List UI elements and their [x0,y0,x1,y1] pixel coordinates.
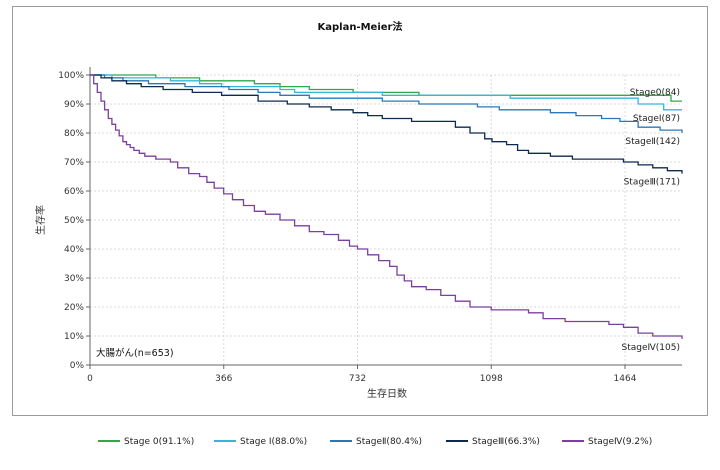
cohort-annotation: 大腸がん(n=653) [96,347,174,359]
x-tick-label: 366 [215,374,232,384]
x-axis-title: 生存日数 [367,387,407,400]
legend-label-0: Stage 0(91.1%) [124,437,194,447]
y-tick-label: 80% [64,129,84,139]
y-tick-label: 20% [64,303,84,313]
end-label-2: StageⅡ(142) [625,137,680,147]
end-labels: Stage0(84) StageⅠ(87) StageⅡ(142) StageⅢ(17… [621,88,680,353]
end-label-3: StageⅢ(171) [624,178,680,188]
x-tick-label: 732 [349,374,366,384]
end-label-1: StageⅠ(87) [633,114,680,124]
survival-curve-4 [90,74,683,339]
survival-curve-0 [90,74,682,102]
y-tick-label: 30% [64,274,84,284]
y-tick-label: 40% [64,245,84,255]
y-tick-label: 100% [58,71,84,81]
legend-label-4: StageⅣ(9.2%) [588,437,652,447]
survival-curve-1 [90,74,682,111]
y-tick-label: 60% [64,187,84,197]
x-tick-label: 1464 [614,374,637,384]
x-tick-label: 1098 [480,374,503,384]
chart-title: Kaplan-Meier法 [318,20,403,33]
end-label-0: Stage0(84) [630,88,680,98]
chart-frame [12,6,708,416]
axes: 0% 10% 20% 30% 40% 50% 60% 70% 80% 90% 100% 0 366 732… [58,67,682,384]
y-axis-title: 生存率 [34,205,47,235]
x-tick-label: 0 [87,374,93,384]
survival-curve-2 [90,74,683,133]
y-tick-label: 10% [64,332,84,342]
survival-curve-3 [90,74,683,174]
series-group [90,74,683,339]
legend-label-1: Stage Ⅰ(88.0%) [240,437,307,447]
y-tick-label: 50% [64,216,84,226]
legend-label-3: StageⅢ(66.3%) [472,437,540,447]
y-tick-label: 90% [64,100,84,110]
end-label-4: StageⅣ(105) [621,343,680,353]
legend: Stage 0(91.1%) Stage Ⅰ(88.0%) StageⅡ(80.4%… [98,437,652,447]
y-tick-label: 0% [70,361,85,371]
y-tick-label: 70% [64,158,84,168]
legend-label-2: StageⅡ(80.4%) [356,437,422,447]
